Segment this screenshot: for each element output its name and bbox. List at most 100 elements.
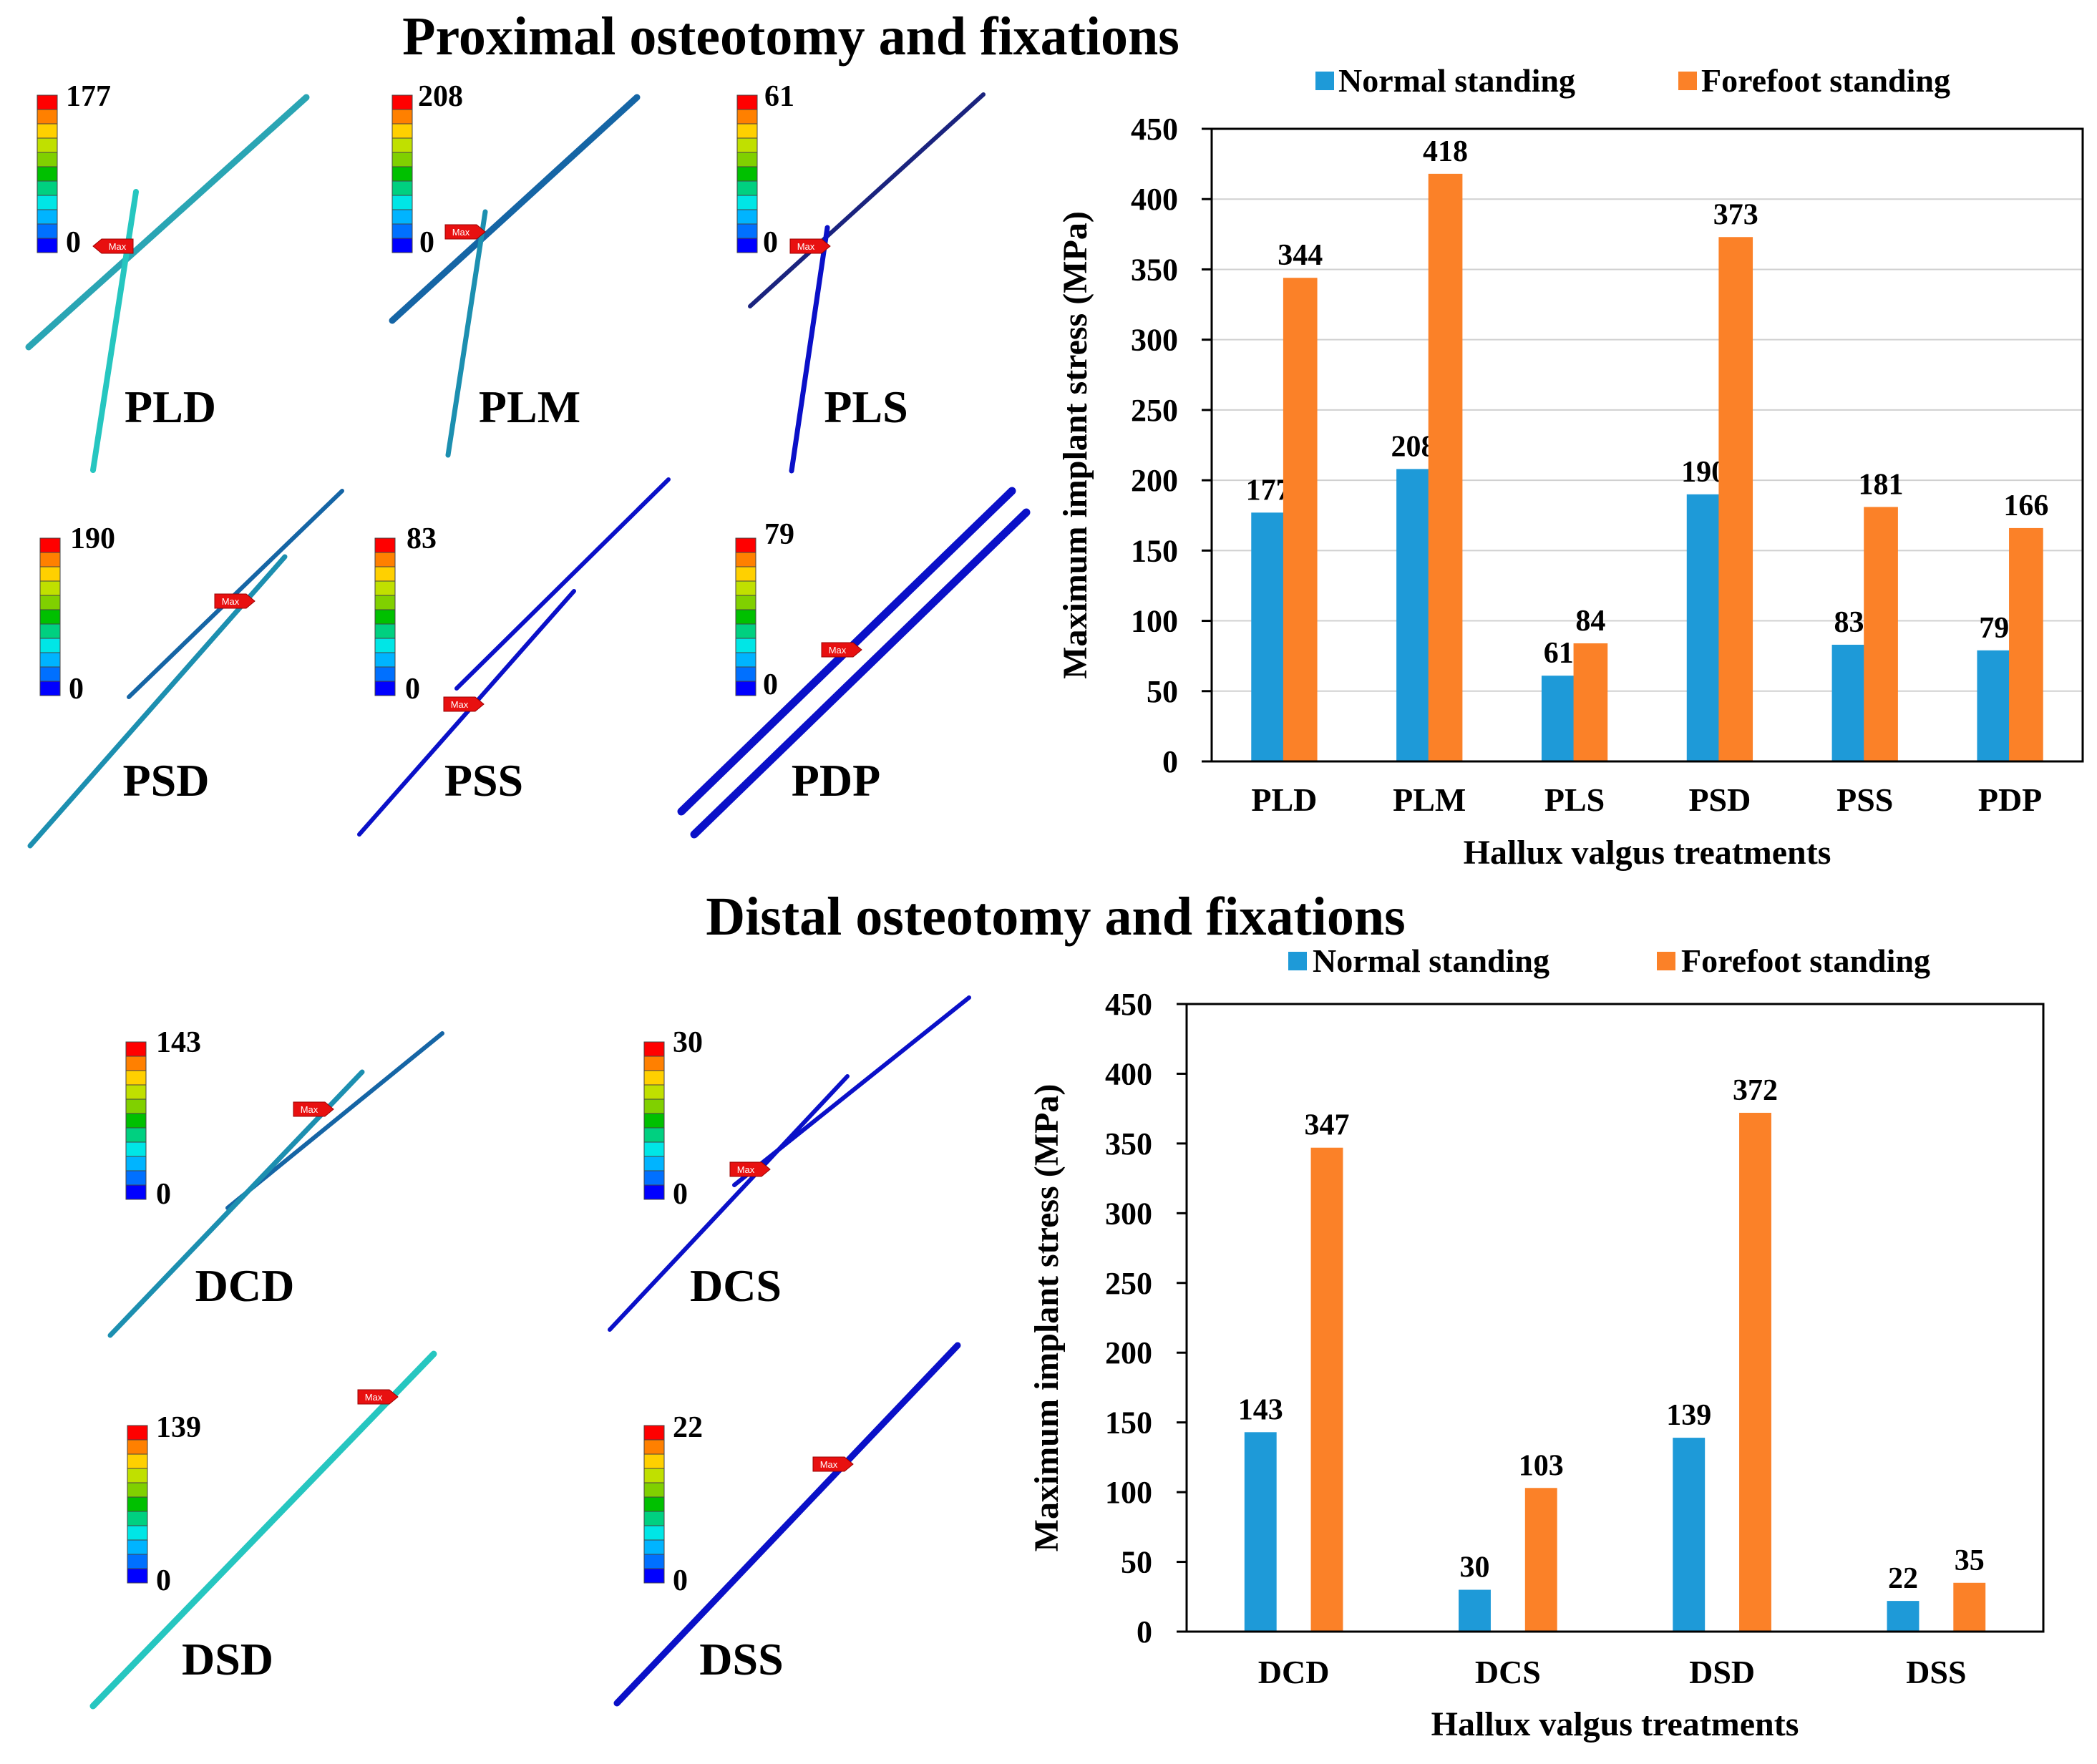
scale-swatch: [374, 681, 396, 696]
scale-swatch: [125, 1041, 147, 1057]
scale-swatch: [374, 652, 396, 668]
scale-swatch: [37, 223, 58, 239]
scale-swatch: [391, 94, 413, 110]
scale-swatch: [735, 552, 756, 567]
plot-frame: [1185, 1003, 2045, 1633]
max-marker-label: Max: [109, 241, 127, 252]
bar: [1718, 237, 1753, 761]
scale-swatch: [127, 1496, 148, 1512]
x-tick-label: PLS: [1544, 781, 1605, 818]
data-label: 79: [1979, 612, 2009, 645]
scale-swatch: [735, 595, 756, 610]
bar: [1977, 650, 2012, 761]
scale-swatch: [39, 595, 61, 610]
contour-panel-pld: 177 0 Max PLD: [25, 80, 310, 473]
max-marker-arrow: [443, 696, 485, 712]
scale-swatch: [736, 223, 758, 239]
plot-frame: [1210, 127, 2084, 763]
scale-swatch: [735, 566, 756, 582]
y-tick-label: 50: [1147, 674, 1178, 709]
scale-swatch: [735, 537, 756, 553]
scale-swatch: [39, 652, 61, 668]
scale-swatch: [391, 195, 413, 210]
max-marker-label: Max: [301, 1104, 318, 1115]
scale-min-label: 0: [763, 668, 778, 701]
x-tick-label: DSD: [1689, 1654, 1755, 1690]
scale-min-label: 0: [66, 226, 81, 259]
data-label: 372: [1733, 1074, 1778, 1107]
data-label: 61: [1544, 637, 1574, 670]
contour-panel-dsd: 139 0 Max DSD: [89, 1350, 437, 1710]
model-label: DSS: [699, 1634, 783, 1685]
bar: [1541, 676, 1576, 761]
contour-panel-pls: 61 0 Max PLS: [736, 80, 986, 474]
scale-swatch: [39, 623, 61, 639]
max-marker-arrow: [789, 238, 831, 254]
scale-swatch: [37, 137, 58, 153]
y-tick-label: 450: [1131, 112, 1178, 147]
bar: [1244, 1432, 1277, 1632]
model-label: DCS: [690, 1260, 782, 1311]
x-tick-label: DCD: [1258, 1654, 1330, 1690]
implant-rod: [445, 209, 488, 458]
implant-rod: [789, 225, 830, 474]
contour-panel-plm: 208 0 Max PLM: [389, 80, 641, 458]
data-label: 143: [1238, 1393, 1283, 1426]
data-label: 347: [1305, 1109, 1350, 1142]
scale-swatch: [37, 195, 58, 210]
scale-swatch: [643, 1056, 665, 1071]
y-tick-label: 0: [1137, 1614, 1152, 1650]
scale-swatch: [643, 1554, 665, 1569]
x-tick-label: PSS: [1836, 781, 1893, 818]
max-marker-label: Max: [737, 1164, 755, 1175]
y-tick-label: 350: [1105, 1126, 1152, 1161]
implant-rod: [25, 94, 310, 351]
max-marker-arrow: [444, 224, 486, 240]
scale-swatch: [39, 609, 61, 625]
scale-swatch: [643, 1041, 665, 1057]
contour-panel-pss: 83 0 Max PSS: [357, 477, 671, 837]
scale-swatch: [39, 681, 61, 696]
bar: [1573, 643, 1608, 761]
scale-max-label: 22: [673, 1411, 703, 1444]
scale-swatch: [391, 223, 413, 239]
scale-swatch: [735, 580, 756, 596]
legend-label: Forefoot standing: [1681, 942, 1930, 979]
scale-min-label: 0: [405, 673, 420, 706]
legend-label: Normal standing: [1338, 62, 1575, 99]
scale-swatch: [736, 94, 758, 110]
y-axis-title: Maximum implant stress (MPa): [1028, 1084, 1066, 1552]
scale-swatch: [391, 238, 413, 253]
implant-rod: [608, 1074, 850, 1332]
scale-swatch: [735, 652, 756, 668]
data-label: 139: [1666, 1399, 1711, 1432]
scale-swatch: [127, 1568, 148, 1584]
scale-swatch: [374, 537, 396, 553]
scale-swatch: [736, 109, 758, 125]
model-label: PSS: [444, 755, 523, 806]
scale-swatch: [736, 195, 758, 210]
scale-swatch: [391, 209, 413, 225]
y-tick-label: 0: [1162, 744, 1178, 779]
scale-swatch: [125, 1084, 147, 1100]
scale-swatch: [736, 137, 758, 153]
bar: [1428, 173, 1463, 761]
scale-swatch: [391, 137, 413, 153]
bar: [1396, 469, 1431, 761]
scale-swatch: [736, 180, 758, 196]
scale-swatch: [39, 552, 61, 567]
max-marker-arrow: [92, 238, 134, 254]
scale-swatch: [643, 1425, 665, 1441]
scale-swatch: [643, 1156, 665, 1171]
scale-swatch: [125, 1141, 147, 1157]
scale-swatch: [735, 666, 756, 682]
data-label: 30: [1459, 1551, 1489, 1584]
model-label: PLS: [824, 381, 908, 432]
scale-swatch: [736, 152, 758, 167]
scale-swatch: [391, 152, 413, 167]
scale-swatch: [736, 238, 758, 253]
scale-swatch: [391, 109, 413, 125]
model-label: PSD: [123, 755, 210, 806]
proximal-section-title: Proximal osteotomy and fixations: [402, 6, 1179, 67]
legend-swatch: [1678, 72, 1697, 90]
